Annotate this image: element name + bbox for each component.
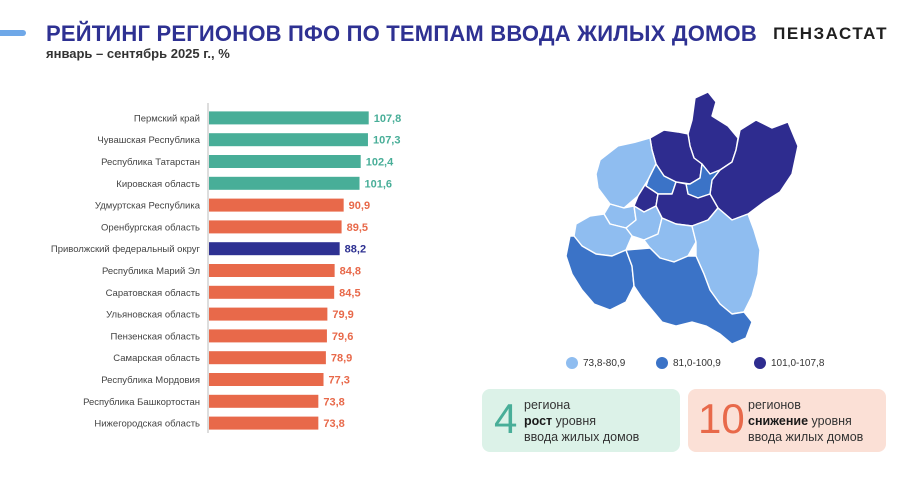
bar-chart: Пермский край 107,8 Чувашская Республика 10… — [51, 103, 401, 433]
value-label: 107,3 — [373, 135, 401, 147]
bar — [209, 111, 369, 125]
category-label: Приволжский федеральный округ — [51, 244, 201, 255]
category-label: Республика Мордовия — [101, 375, 200, 386]
regions-map — [565, 91, 799, 345]
value-label: 73,8 — [323, 418, 344, 430]
decline-text: регионов снижение уровня ввода жилых дом… — [748, 397, 863, 445]
accent-bar — [0, 30, 26, 36]
decline-line2: снижение уровня — [748, 413, 863, 429]
category-label: Пермский край — [134, 113, 200, 124]
category-label: Республика Татарстан — [101, 157, 200, 168]
growth-line1: региона — [524, 398, 571, 412]
legend-label-mid: 81,0-100,9 — [673, 357, 721, 369]
chart-bars: Пермский край 107,8 Чувашская Республика 10… — [51, 111, 401, 430]
legend-dot-low — [566, 357, 578, 369]
growth-line2-rest: уровня — [552, 414, 596, 428]
category-label: Саратовская область — [106, 288, 200, 299]
bar — [209, 285, 335, 299]
value-label: 107,8 — [374, 113, 402, 125]
brand-logo: ПЕНЗАСТАТ — [773, 24, 888, 43]
growth-text: региона рост уровня ввода жилых домов — [524, 397, 639, 445]
value-label: 79,9 — [332, 309, 353, 321]
growth-card: 4 региона рост уровня ввода жилых домов — [482, 389, 680, 452]
category-label: Удмуртская Республика — [95, 201, 201, 212]
category-label: Ульяновская область — [106, 310, 200, 321]
decline-line1: регионов — [748, 398, 801, 412]
map-legend: 73,8-80,9 81,0-100,9 101,0-107,8 — [0, 357, 900, 371]
value-label: 79,6 — [332, 331, 353, 343]
legend-item-high: 101,0-107,8 — [754, 357, 824, 369]
decline-line2-rest: уровня — [808, 414, 852, 428]
value-label: 84,5 — [339, 287, 360, 299]
decline-card: 10 регионов снижение уровня ввода жилых … — [688, 389, 886, 452]
value-label: 77,3 — [329, 375, 350, 387]
legend-label-low: 73,8-80,9 — [583, 357, 626, 369]
page-title: РЕЙТИНГ РЕГИОНОВ ПФО ПО ТЕМПАМ ВВОДА ЖИЛ… — [46, 21, 757, 46]
decline-count: 10 — [698, 395, 745, 442]
bar — [209, 155, 361, 168]
category-label: Республика Башкортостан — [83, 397, 200, 408]
value-label: 102,4 — [366, 157, 394, 169]
value-label: 90,9 — [349, 200, 370, 212]
bar — [209, 394, 319, 408]
category-label: Оренбургская область — [101, 222, 200, 233]
legend-dot-high — [754, 357, 766, 369]
growth-count: 4 — [494, 395, 518, 442]
legend-item-low: 73,8-80,9 — [566, 357, 625, 369]
category-label: Пензенская область — [111, 331, 201, 342]
value-label: 88,2 — [345, 244, 366, 256]
value-label: 84,8 — [340, 266, 361, 278]
decline-line3: ввода жилых домов — [748, 430, 864, 444]
bar — [209, 307, 328, 321]
bar — [209, 264, 335, 277]
value-label: 78,9 — [331, 353, 352, 365]
legend-dot-mid — [656, 357, 668, 369]
value-label: 89,5 — [347, 222, 368, 234]
bar — [209, 176, 360, 190]
category-label: Нижегородская область — [94, 419, 200, 430]
bar — [209, 242, 340, 256]
bar — [209, 220, 342, 234]
legend-label-high: 101,0-107,8 — [771, 357, 825, 369]
bar — [209, 416, 319, 430]
bar — [209, 329, 327, 343]
category-label: Республика Марий Эл — [102, 266, 200, 277]
category-label: Самарская область — [113, 353, 200, 364]
growth-bold: рост — [524, 414, 553, 428]
category-label: Чувашская Республика — [97, 135, 200, 146]
bar — [209, 351, 326, 365]
bar — [209, 133, 368, 147]
value-label: 73,8 — [323, 396, 344, 408]
page-subtitle: январь – сентябрь 2025 г., % — [46, 46, 230, 61]
legend-item-mid: 81,0-100,9 — [656, 357, 721, 369]
growth-line3: ввода жилых домов — [524, 430, 640, 444]
growth-line2: рост уровня — [524, 413, 639, 429]
value-label: 101,6 — [365, 178, 393, 190]
bar — [209, 373, 324, 386]
map-region-orenburg-south — [625, 247, 753, 345]
bar — [209, 198, 344, 212]
decline-bold: снижение — [748, 414, 809, 428]
category-label: Кировская область — [116, 179, 200, 190]
